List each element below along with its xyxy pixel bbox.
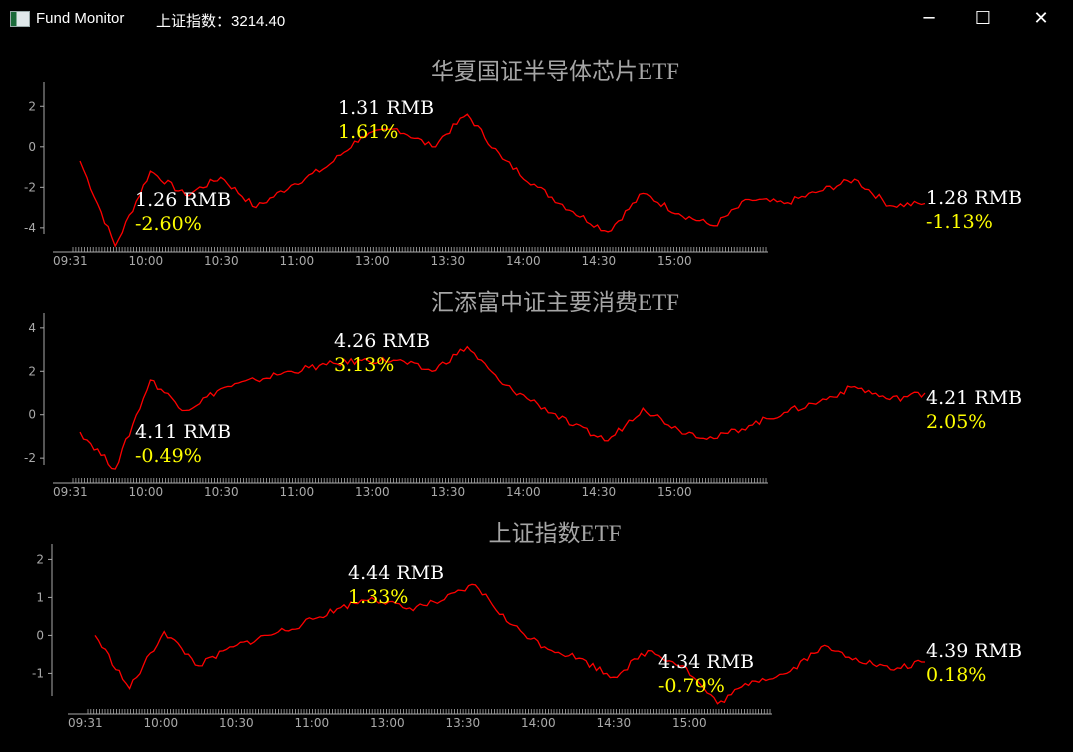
x-tick-label: 13:30 (431, 254, 466, 268)
x-tick-label: 11:00 (295, 716, 330, 730)
index-readout: 上证指数：3214.40 (156, 10, 285, 31)
last-label: 1.28 RMB -1.13% (926, 186, 1022, 234)
maximize-button[interactable]: ☐ (974, 8, 992, 29)
x-tick-marks (72, 247, 767, 252)
series-line (79, 113, 926, 248)
x-tick-label: 13:00 (355, 254, 390, 268)
low-percent: -0.49% (135, 445, 202, 467)
index-label: 上证指数： (156, 13, 232, 30)
high-label: 1.31 RMB 1.61% (338, 96, 434, 144)
x-tick-label: 09:31 (53, 485, 88, 499)
x-tick-label: 11:00 (280, 485, 315, 499)
low-price: 1.26 RMB (135, 189, 232, 211)
x-tick-label: 09:31 (53, 254, 88, 268)
chart-panel-consumer: 汇添富中证主要消费ETF 4 2 0 -2 09:31 10:00 10:30 11:00 13… (0, 279, 1073, 515)
index-value: 3214.40 (231, 13, 286, 30)
line-chart: 2 1 0 -1 09:31 10:00 10:30 11:00 13:00 13:30 14:00… (32, 544, 925, 730)
x-tick-label: 10:00 (129, 485, 164, 499)
y-tick-label: 2 (28, 364, 36, 378)
chart-title: 上证指数ETF (488, 521, 622, 546)
y-tick-label: 4 (28, 321, 36, 335)
y-tick-label: 0 (28, 408, 36, 422)
x-tick-label: 15:00 (672, 716, 707, 730)
y-tick-label: 2 (28, 99, 36, 113)
y-tick-label: 0 (36, 628, 44, 642)
y-tick-label: 0 (28, 140, 36, 154)
line-chart: 4 2 0 -2 09:31 10:00 10:30 11:00 13:00 13:30 14:00… (24, 313, 926, 499)
high-percent: 1.61% (338, 121, 399, 143)
high-price: 1.31 RMB (338, 97, 435, 119)
x-tick-label: 10:30 (204, 254, 239, 268)
x-tick-label: 14:00 (506, 485, 541, 499)
low-label: 1.26 RMB -2.60% (135, 188, 231, 236)
last-label: 4.39 RMB 0.18% (926, 639, 1022, 687)
x-tick-label: 14:00 (506, 254, 541, 268)
last-percent: 2.05% (926, 411, 987, 433)
x-tick-label: 10:00 (129, 254, 164, 268)
chart-title: 汇添富中证主要消费ETF (431, 290, 679, 315)
x-tick-label: 14:30 (597, 716, 632, 730)
last-percent: 0.18% (926, 664, 987, 686)
chart-title: 华夏国证半导体芯片ETF (431, 59, 679, 84)
x-tick-label: 10:30 (219, 716, 254, 730)
last-price: 4.39 RMB (926, 640, 1023, 662)
last-label: 4.21 RMB 2.05% (926, 386, 1022, 434)
low-percent: -0.79% (658, 675, 725, 697)
x-tick-label: 10:00 (144, 716, 179, 730)
high-label: 4.26 RMB 3.13% (334, 329, 430, 377)
x-tick-marks (72, 478, 767, 483)
last-price: 1.28 RMB (926, 187, 1023, 209)
y-tick-label: -2 (24, 451, 36, 465)
x-tick-label: 13:00 (370, 716, 405, 730)
x-tick-label: 13:30 (431, 485, 466, 499)
y-tick-label: -1 (32, 666, 44, 680)
high-percent: 1.33% (348, 586, 409, 608)
chart-panel-semiconductor: 华夏国证半导体芯片ETF 2 0 -2 -4 09:31 10:00 10:30 11:00 1… (0, 48, 1073, 284)
x-tick-label: 13:30 (446, 716, 481, 730)
x-tick-label: 11:00 (280, 254, 315, 268)
low-price: 4.34 RMB (658, 651, 755, 673)
close-button[interactable]: ✕ (1033, 8, 1049, 29)
low-label: 4.34 RMB -0.79% (658, 650, 754, 698)
last-price: 4.21 RMB (926, 387, 1023, 409)
y-tick-label: -4 (24, 221, 36, 235)
high-percent: 3.13% (334, 354, 395, 376)
low-label: 4.11 RMB -0.49% (135, 420, 231, 468)
x-tick-label: 14:30 (582, 485, 617, 499)
last-percent: -1.13% (926, 211, 993, 233)
high-label: 4.44 RMB 1.33% (348, 561, 444, 609)
window-title: Fund Monitor (36, 10, 125, 27)
y-tick-label: 1 (36, 590, 44, 604)
low-price: 4.11 RMB (135, 421, 232, 443)
x-tick-label: 14:30 (582, 254, 617, 268)
y-tick-label: -2 (24, 180, 36, 194)
chart-panel-shanghai: 上证指数ETF 2 1 0 -1 09:31 10:00 10:30 11:00 13:00 13… (0, 510, 1073, 746)
x-tick-label: 15:00 (657, 485, 692, 499)
y-tick-label: 2 (36, 552, 44, 566)
x-tick-label: 09:31 (68, 716, 103, 730)
x-tick-marks (87, 709, 771, 714)
minimize-button[interactable]: ─ (923, 8, 935, 29)
series-line (79, 345, 926, 470)
low-percent: -2.60% (135, 213, 202, 235)
app-window-icon (10, 11, 30, 27)
x-tick-label: 13:00 (355, 485, 390, 499)
high-price: 4.44 RMB (348, 562, 445, 584)
series-line (94, 583, 925, 705)
x-tick-label: 10:30 (204, 485, 239, 499)
x-tick-label: 15:00 (657, 254, 692, 268)
line-chart: 2 0 -2 -4 09:31 10:00 10:30 11:00 13:00 13:30 14:0… (24, 82, 926, 268)
high-price: 4.26 RMB (334, 330, 431, 352)
x-tick-label: 14:00 (521, 716, 556, 730)
title-bar[interactable]: Fund Monitor 上证指数：3214.40 ─ ☐ ✕ (0, 0, 1073, 38)
